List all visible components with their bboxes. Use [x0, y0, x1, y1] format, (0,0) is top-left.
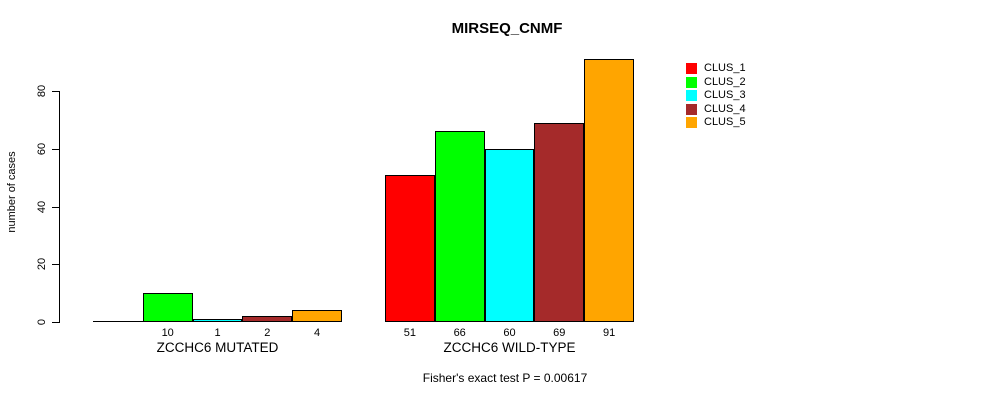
legend-row: CLUS_1	[686, 63, 746, 74]
y-tick	[52, 264, 60, 266]
bar-value-label: 66	[453, 327, 466, 339]
bar	[484, 148, 535, 322]
legend-row: CLUS_2	[686, 75, 746, 88]
y-tick-label: 80	[36, 84, 48, 98]
chart-title: MIRSEQ_CNMF	[451, 20, 563, 37]
y-tick	[52, 148, 60, 150]
bar-value-label: 2	[264, 327, 271, 339]
legend-swatch	[686, 117, 697, 128]
legend: CLUS_1 CLUS_2 CLUS_3 CLUS_4 CLUS_5	[686, 63, 746, 131]
bar-value-label: 51	[403, 327, 417, 339]
bar	[534, 122, 585, 322]
y-tick	[52, 206, 60, 208]
y-tick	[52, 91, 60, 92]
bar-value-label: 69	[553, 327, 566, 339]
group-label: ZCCHC6 WILD-TYPE	[443, 340, 576, 355]
bar	[192, 319, 243, 322]
bar-value-label: 91	[602, 327, 616, 339]
y-tick-label: 60	[36, 142, 48, 155]
legend-row: CLUS_4	[686, 102, 746, 115]
bar-value-label: 1	[214, 327, 221, 339]
legend-label: CLUS_4	[704, 102, 746, 115]
y-tick	[52, 322, 60, 323]
fisher-note: Fisher's exact test P = 0.00617	[422, 371, 588, 385]
y-tick-label: 40	[36, 200, 48, 213]
bar	[584, 59, 634, 322]
bar	[434, 131, 485, 322]
bar	[242, 316, 293, 322]
legend-swatch	[686, 76, 697, 88]
y-tick-label: 0	[36, 318, 48, 326]
bar	[292, 310, 342, 322]
bar-value-label: 10	[161, 327, 174, 339]
legend-swatch	[686, 63, 697, 74]
legend-row: CLUS_5	[686, 117, 746, 128]
legend-label: CLUS_2	[704, 75, 746, 88]
legend-swatch	[686, 90, 697, 101]
y-axis-label: number of cases	[6, 151, 18, 233]
legend-label: CLUS_3	[704, 89, 746, 101]
legend-label: CLUS_1	[704, 62, 746, 74]
legend-row: CLUS_3	[686, 90, 746, 101]
bar	[142, 293, 193, 322]
bar	[385, 174, 435, 322]
group-label: ZCCHC6 MUTATED	[156, 340, 279, 355]
bar-value-label: 60	[503, 327, 516, 339]
legend-swatch	[686, 103, 697, 115]
y-tick-label: 20	[36, 258, 48, 271]
bar-value-label: 4	[314, 327, 321, 339]
legend-label: CLUS_5	[704, 116, 746, 128]
